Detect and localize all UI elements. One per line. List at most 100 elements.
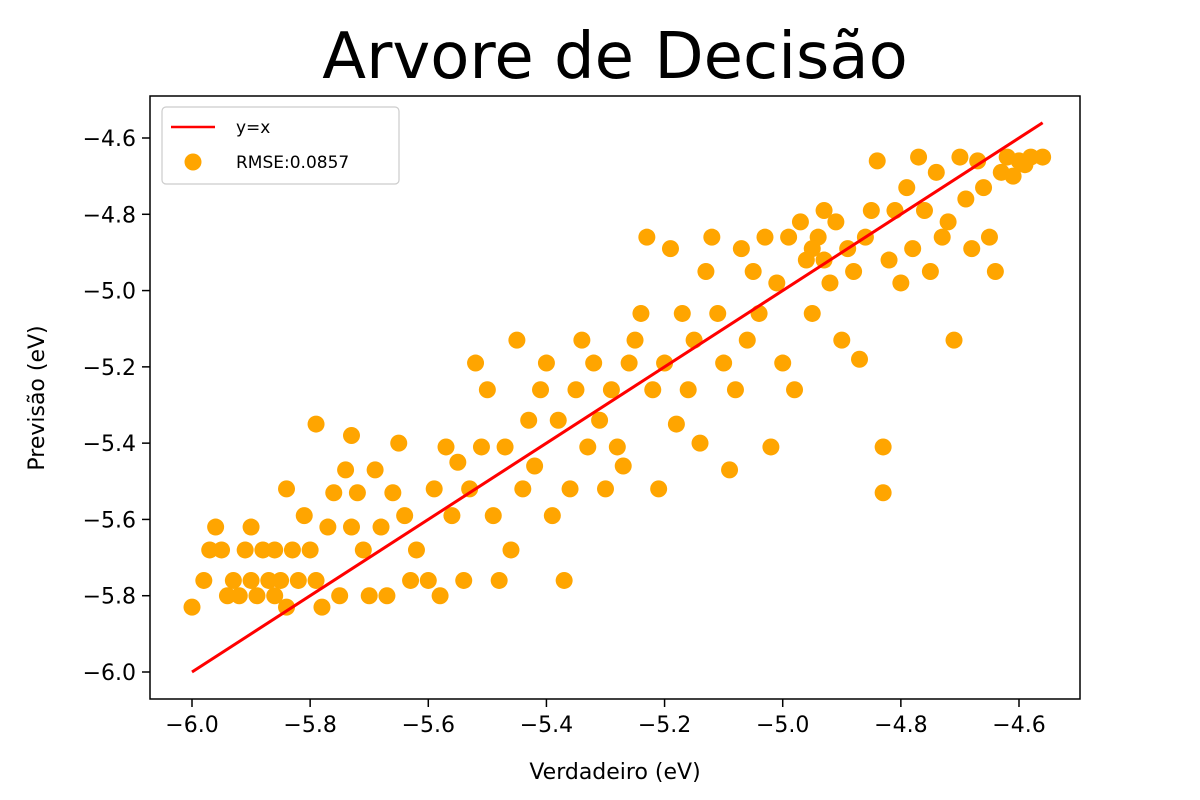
scatter-point	[638, 228, 656, 246]
scatter-point	[1034, 148, 1052, 166]
scatter-point	[744, 263, 762, 280]
legend-scatter-swatch	[184, 153, 202, 171]
scatter-point	[537, 354, 555, 372]
scatter-point	[626, 331, 644, 349]
scatter-point	[697, 263, 715, 280]
scatter-point	[254, 541, 272, 559]
scatter-point	[278, 480, 296, 498]
legend-scatter-label: RMSE:0.0857	[236, 153, 349, 173]
x-tick-label: −5.8	[283, 713, 336, 738]
y-tick-label: −5.6	[83, 508, 136, 533]
scatter-point	[443, 507, 461, 525]
scatter-point	[892, 274, 910, 292]
scatter-point	[449, 453, 467, 471]
x-tick-label: −5.4	[520, 713, 573, 738]
scatter-point	[632, 304, 650, 322]
scatter-point	[272, 571, 290, 589]
scatter-point	[354, 541, 372, 559]
scatter-point	[915, 201, 933, 219]
scatter-point	[614, 457, 632, 475]
scatter-point	[242, 518, 260, 536]
scatter-point	[218, 587, 236, 605]
x-tick-label: −5.6	[402, 713, 455, 738]
scatter-point	[786, 381, 804, 399]
scatter-point	[933, 228, 951, 246]
scatter-point	[437, 438, 455, 456]
scatter-point	[366, 461, 384, 479]
scatter-point	[709, 304, 727, 322]
legend: y=x RMSE:0.0857	[161, 106, 400, 185]
scatter-point	[502, 541, 520, 559]
scatter-point	[904, 240, 922, 258]
scatter-point	[372, 518, 390, 536]
scatter-point	[183, 598, 201, 616]
scatter-point	[726, 381, 744, 399]
scatter-point	[561, 480, 579, 498]
scatter-point	[260, 571, 278, 589]
scatter-point	[880, 251, 898, 269]
scatter-point	[532, 381, 550, 399]
scatter-point	[980, 228, 998, 246]
scatter-point	[585, 354, 603, 372]
x-tick-label: −4.8	[874, 713, 927, 738]
scatter-point	[307, 415, 325, 433]
scatter-point	[975, 179, 993, 197]
x-axis: −6.0 −5.8 −5.6 −5.4 −5.2 −5.0 −4.8 −4.6	[165, 699, 1046, 738]
scatter-point	[213, 541, 231, 559]
scatter-point	[939, 213, 957, 231]
scatter-point	[661, 240, 679, 258]
scatter-point	[390, 434, 408, 452]
scatter-point	[230, 587, 248, 605]
x-tick-label: −5.0	[756, 713, 809, 738]
scatter-point	[431, 587, 449, 605]
scatter-point	[815, 251, 833, 269]
scatter-point	[283, 541, 301, 559]
scatter-point	[827, 213, 845, 231]
scatter-point	[266, 541, 284, 559]
y-tick-label: −4.8	[83, 203, 136, 228]
scatter-point	[963, 240, 981, 258]
scatter-point	[289, 571, 307, 589]
scatter-point	[862, 201, 880, 219]
scatter-point	[325, 484, 343, 502]
scatter-point	[1022, 148, 1040, 166]
scatter-point	[396, 507, 414, 525]
scatter-point	[732, 240, 750, 258]
scatter-point	[360, 587, 378, 605]
scatter-point	[608, 438, 626, 456]
scatter-point	[803, 240, 821, 258]
y-axis: −6.0 −5.8 −5.6 −5.4 −5.2 −5.0 −4.8 −4.6	[83, 127, 150, 686]
scatter-point	[348, 484, 366, 502]
scatter-point	[910, 148, 928, 166]
scatter-point	[526, 457, 544, 475]
reference-line	[191, 121, 1044, 674]
scatter-point	[833, 331, 851, 349]
scatter-point	[313, 598, 331, 616]
y-tick-label: −6.0	[83, 661, 136, 686]
scatter-point	[496, 438, 514, 456]
scatter-point	[851, 350, 869, 368]
scatter-point	[602, 381, 620, 399]
legend-line-label: y=x	[236, 118, 270, 138]
scatter-point	[342, 427, 360, 445]
scatter-point	[301, 541, 319, 559]
scatter-point	[549, 411, 567, 429]
scatter-point	[319, 518, 337, 536]
scatter-point	[986, 263, 1004, 280]
scatter-point	[266, 587, 284, 605]
scatter-point	[579, 438, 597, 456]
legend-box	[161, 106, 400, 185]
y-tick-label: −5.2	[83, 356, 136, 381]
scatter-point	[762, 438, 780, 456]
scatter-point	[224, 571, 242, 589]
scatter-point	[597, 480, 614, 498]
scatter-point	[815, 201, 833, 219]
scatter-point	[567, 381, 585, 399]
scatter-point	[248, 587, 266, 605]
scatter-point	[195, 571, 213, 589]
y-axis-label: Previsão (eV)	[25, 325, 50, 470]
scatter-point	[756, 228, 774, 246]
scatter-point	[650, 480, 668, 498]
scatter-point	[957, 190, 975, 208]
